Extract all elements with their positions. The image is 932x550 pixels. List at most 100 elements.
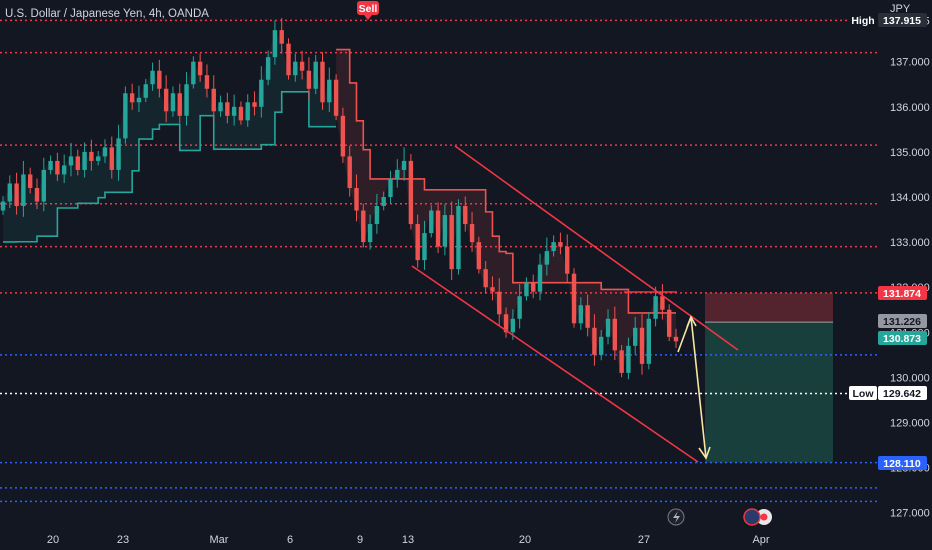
lower-trendline[interactable] [411, 265, 699, 463]
candle-body [225, 102, 230, 116]
candle-body [429, 210, 434, 234]
y-axis-currency: JPY [890, 3, 911, 15]
price-tag-box [878, 331, 927, 345]
candle-body [129, 93, 135, 103]
candle-body [211, 88, 216, 112]
price-tag-label-box [849, 13, 877, 27]
candle-body [272, 30, 278, 58]
candle-body [7, 183, 12, 202]
candle-body [354, 187, 359, 211]
candle-body [259, 79, 264, 107]
candle-body [170, 93, 176, 112]
candle-body [218, 102, 223, 112]
candle-body [585, 305, 590, 328]
candle-body [123, 93, 128, 139]
candle-body [408, 160, 414, 225]
candle-body [367, 224, 373, 243]
candle-body [231, 106, 237, 116]
candle-body [401, 160, 407, 170]
take-profit-zone[interactable] [705, 322, 833, 463]
y-tick-label: 135.000 [890, 147, 930, 159]
x-tick-label: 20 [47, 534, 59, 546]
candle-body [524, 282, 529, 297]
candle-body [238, 106, 244, 121]
candle-body [306, 70, 312, 89]
sell-signal-badge[interactable] [357, 1, 379, 15]
candle-body [531, 282, 536, 292]
candle-body [82, 151, 87, 170]
candle-body [299, 61, 305, 71]
candle-body [21, 174, 26, 207]
stop-loss-zone[interactable] [705, 292, 833, 323]
candle-body [136, 97, 142, 103]
candle-body [157, 70, 162, 89]
candle-body [395, 169, 400, 179]
price-tag-label: Low [853, 388, 875, 400]
candle-body [660, 296, 665, 310]
candle-body [469, 224, 475, 243]
candle-body [639, 327, 645, 364]
y-tick-label: 134.000 [890, 192, 930, 204]
candle-body [340, 115, 346, 157]
price-tag-box [878, 13, 927, 27]
price-tag-label-box [849, 386, 877, 400]
candle-body [435, 210, 441, 247]
candle-body [0, 201, 6, 211]
candle-body [184, 84, 189, 116]
candle-body [374, 206, 380, 225]
candle-body [592, 327, 597, 355]
supertrend-up-fill [3, 30, 337, 242]
candle-body [191, 61, 196, 85]
candle-body [415, 224, 420, 261]
x-tick-label: 20 [519, 534, 531, 546]
candle-body [204, 75, 210, 89]
candle-body [245, 102, 250, 121]
candle-body [279, 30, 284, 44]
candle-body [388, 178, 393, 197]
price-tag-value: 130.873 [883, 333, 921, 345]
sell-signal-pointer [364, 15, 372, 20]
event-dot [760, 513, 768, 521]
us-flag-icon[interactable] [743, 508, 761, 526]
x-tick-label: 27 [638, 534, 650, 546]
candle-body [68, 156, 74, 166]
candle-body [612, 318, 618, 351]
candle-body [483, 269, 488, 288]
x-tick-label: 23 [117, 534, 129, 546]
candle-body [442, 215, 448, 247]
candle-body [456, 206, 461, 270]
candle-body [41, 169, 46, 202]
candle-body [327, 79, 332, 103]
supertrend-down-fill [336, 49, 676, 373]
candle-body [293, 61, 298, 76]
price-tag-value: 128.110 [883, 458, 921, 470]
y-tick-label: 137.000 [890, 57, 930, 69]
arrow-head-icon [698, 446, 711, 460]
sell-signal-label: Sell [359, 3, 378, 15]
price-tag-box [878, 286, 927, 300]
candle-body [578, 305, 584, 324]
price-tag-box [878, 456, 927, 470]
candle-body [333, 79, 339, 116]
candle-body [163, 88, 169, 112]
candle-body [320, 61, 325, 103]
candle-body [537, 264, 543, 292]
candle-body [55, 160, 60, 175]
candle-body [252, 102, 257, 107]
candle-body [347, 156, 352, 188]
candle-body [551, 242, 556, 252]
candle-body [61, 165, 67, 175]
candle-body [48, 160, 53, 170]
y-tick-label: 129.000 [890, 418, 930, 430]
lightning-glyph [673, 511, 680, 523]
price-tag-value: 129.642 [883, 388, 921, 400]
candle-body [673, 336, 679, 342]
candle-body [619, 350, 624, 373]
candle-body [381, 197, 386, 207]
candle-body [102, 147, 108, 157]
candle-body [599, 336, 604, 355]
candle-body [490, 287, 495, 292]
candle-body [34, 187, 40, 202]
